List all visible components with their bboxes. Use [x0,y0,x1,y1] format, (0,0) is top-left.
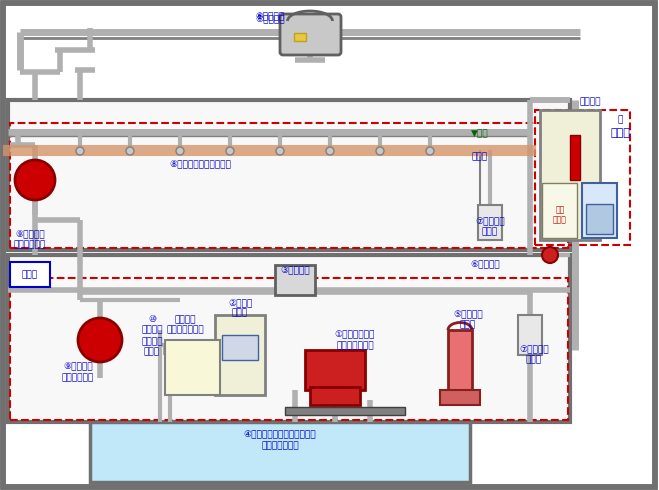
Text: ⑥一般弁類: ⑥一般弁類 [255,16,285,24]
Text: ⑪エアー: ⑪エアー [174,316,196,324]
Bar [518,315,542,355]
Text: 感知器: 感知器 [472,152,488,161]
Bar [582,183,617,238]
FancyBboxPatch shape [280,14,341,55]
Text: ⑥一般弁類: ⑥一般弁類 [256,13,285,22]
Circle shape [15,160,55,200]
Circle shape [276,147,284,155]
Bar [8,255,570,422]
Bar [542,183,577,238]
Text: 排水配管: 排水配管 [141,325,163,335]
Circle shape [176,147,184,155]
Bar [294,33,306,41]
Circle shape [326,147,334,155]
Text: ⑬制御盤: ⑬制御盤 [579,98,601,106]
Text: 機械室: 機械室 [22,270,38,279]
Bar [310,387,360,405]
Text: コンプレッサー: コンプレッサー [166,325,204,335]
Text: およびフート弁: およびフート弁 [261,441,299,450]
Bar [10,262,50,287]
Text: ②ポンプ: ②ポンプ [228,298,252,308]
Bar [90,422,470,482]
Bar [478,205,502,240]
Text: 弁装置: 弁装置 [526,356,542,365]
Bar [586,204,613,234]
Bar [540,110,600,240]
Text: 流水検知装置: 流水検知装置 [62,373,94,383]
Text: ⑦末端試験: ⑦末端試験 [519,345,549,354]
Text: ③呼水装置: ③呼水装置 [280,266,310,274]
Circle shape [542,247,558,263]
Text: ▼天井: ▼天井 [471,129,489,138]
Bar [10,278,568,420]
Circle shape [376,147,384,155]
Circle shape [226,147,234,155]
Text: 送水口: 送水口 [610,128,630,138]
Text: クラー: クラー [144,347,160,357]
Text: ⑨予作動式: ⑨予作動式 [63,363,93,371]
Text: スプリン: スプリン [141,338,163,346]
Text: ポンプ: ポンプ [460,320,476,329]
Text: ⑩: ⑩ [148,316,156,324]
Circle shape [426,147,434,155]
Text: ④吸水配管（サクション管）: ④吸水配管（サクション管） [244,431,316,440]
Bar [305,350,365,390]
Text: ⑥一般弁類: ⑥一般弁類 [470,261,500,270]
Text: 受信機: 受信機 [553,216,567,224]
Circle shape [126,147,134,155]
Text: ①加圧送水装置: ①加圧送水装置 [335,330,375,340]
Bar [448,330,472,390]
Bar [8,100,570,250]
Text: ⑧スプリンクラーヘッド: ⑧スプリンクラーヘッド [169,161,231,170]
Text: ⑫: ⑫ [617,116,623,124]
Bar [440,390,480,405]
Circle shape [76,147,84,155]
Bar [10,123,568,248]
Text: ⑤補助加圧: ⑤補助加圧 [453,311,483,319]
Text: ⑨予作動式: ⑨予作動式 [15,230,45,240]
Text: 流水検知装置: 流水検知装置 [14,241,46,249]
Bar [570,135,580,180]
Circle shape [78,318,122,362]
Bar [215,315,265,395]
Text: ⑦末端試験: ⑦末端試験 [475,218,505,226]
Text: 制御盤: 制御盤 [232,309,248,318]
Bar [285,407,405,415]
Bar [275,265,315,295]
Text: 火災: 火災 [556,205,565,215]
Text: （消火ポンプ）: （消火ポンプ） [336,342,374,350]
Bar [165,340,220,395]
Text: 弁装置: 弁装置 [482,227,498,237]
Bar [222,335,258,360]
Bar [535,110,630,245]
